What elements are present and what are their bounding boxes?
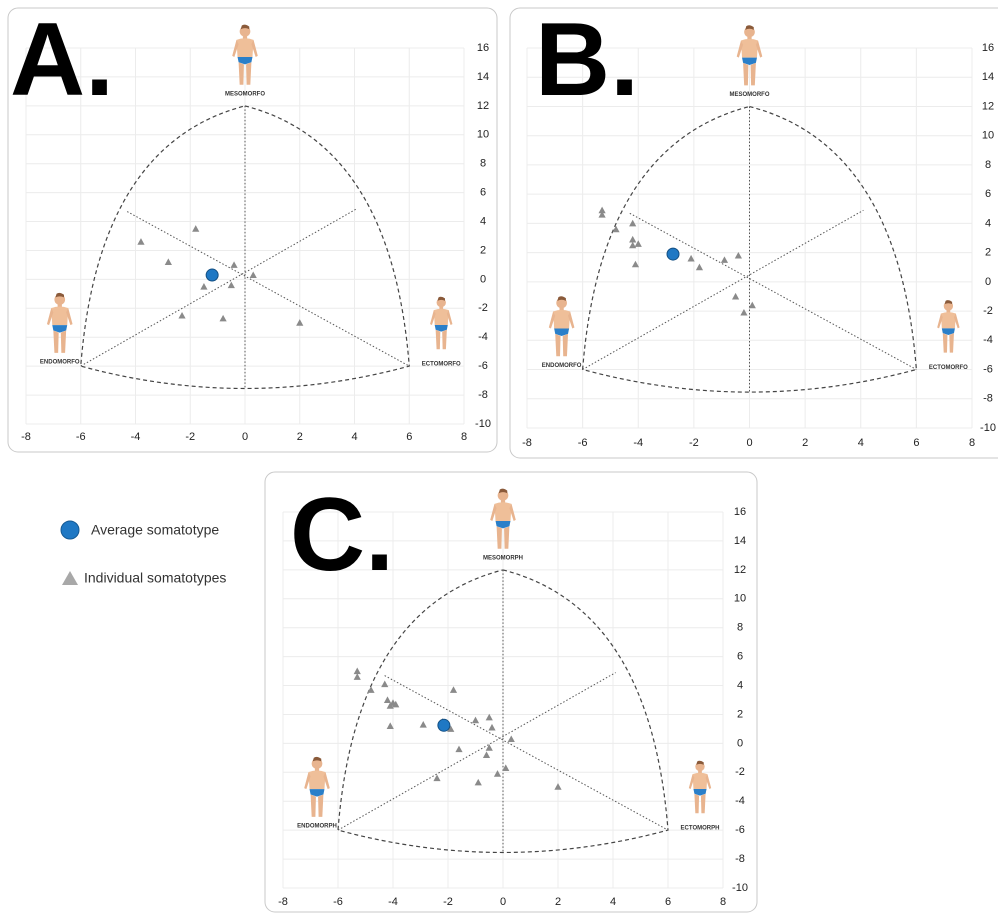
average-point — [438, 719, 450, 731]
x-tick-label: 6 — [913, 437, 919, 449]
x-tick-label: -8 — [278, 896, 288, 908]
y-tick-label: 0 — [480, 273, 486, 285]
y-tick-label: 12 — [734, 564, 746, 576]
x-tick-label: 0 — [242, 431, 248, 443]
y-tick-label: -6 — [983, 363, 993, 375]
legend-swatch — [62, 571, 78, 585]
x-tick-label: -2 — [443, 896, 453, 908]
y-tick-label: -6 — [735, 824, 745, 836]
x-tick-label: 8 — [461, 431, 467, 443]
y-tick-label: -10 — [980, 422, 996, 434]
pole-label: MESOMORPH — [483, 555, 523, 561]
y-tick-label: 8 — [480, 158, 486, 170]
y-tick-label: -2 — [478, 302, 488, 314]
y-tick-label: 6 — [737, 651, 743, 663]
y-tick-label: 0 — [985, 276, 991, 288]
y-tick-label: 14 — [982, 71, 994, 83]
x-tick-label: -4 — [131, 431, 141, 443]
x-tick-label: -8 — [522, 437, 532, 449]
x-tick-label: 4 — [610, 896, 616, 908]
legend-swatch — [61, 521, 79, 539]
legend-label: Average somatotype — [91, 522, 219, 538]
y-tick-label: 0 — [737, 737, 743, 749]
y-tick-label: 10 — [477, 129, 489, 141]
y-tick-label: 14 — [734, 535, 746, 547]
y-tick-label: 8 — [737, 622, 743, 634]
y-tick-label: 2 — [737, 708, 743, 720]
y-tick-label: 6 — [985, 188, 991, 200]
y-tick-label: 14 — [477, 71, 489, 83]
x-tick-label: 8 — [969, 437, 975, 449]
y-tick-label: 2 — [985, 247, 991, 259]
y-tick-label: -8 — [478, 389, 488, 401]
pole-label: ENDOMORPH — [297, 824, 337, 830]
x-tick-label: -6 — [76, 431, 86, 443]
y-tick-label: 16 — [982, 42, 994, 54]
pole-label: MESOMORFO — [730, 92, 770, 98]
y-tick-label: -2 — [983, 305, 993, 317]
x-tick-label: 4 — [351, 431, 357, 443]
y-tick-label: -8 — [735, 853, 745, 865]
y-tick-label: 6 — [480, 187, 486, 199]
x-tick-label: -6 — [578, 437, 588, 449]
panel-letter: A. — [10, 2, 114, 118]
x-tick-label: 2 — [555, 896, 561, 908]
x-tick-label: -8 — [21, 431, 31, 443]
x-tick-label: 0 — [746, 437, 752, 449]
x-tick-label: 4 — [858, 437, 864, 449]
pole-label: ENDOMORFO — [542, 363, 582, 369]
y-tick-label: 10 — [734, 593, 746, 605]
x-tick-label: -2 — [689, 437, 699, 449]
average-point — [206, 269, 218, 281]
y-tick-label: 10 — [982, 130, 994, 142]
y-tick-label: -6 — [478, 360, 488, 372]
panel-letter: C. — [290, 477, 394, 593]
y-tick-label: 16 — [734, 506, 746, 518]
y-tick-label: -4 — [735, 795, 745, 807]
y-tick-label: 2 — [480, 244, 486, 256]
y-tick-label: 12 — [982, 100, 994, 112]
y-tick-label: 8 — [985, 159, 991, 171]
average-point — [667, 248, 679, 260]
legend: Average somatotype Individual somatotype… — [61, 521, 226, 586]
figure: Average somatotype Individual somatotype… — [0, 0, 998, 915]
x-tick-label: -4 — [633, 437, 643, 449]
x-tick-label: 8 — [720, 896, 726, 908]
x-tick-label: 2 — [297, 431, 303, 443]
y-tick-label: -8 — [983, 393, 993, 405]
x-tick-label: 6 — [406, 431, 412, 443]
y-tick-label: -10 — [732, 882, 748, 894]
y-tick-label: 4 — [480, 215, 486, 227]
pole-label: ECTOMORPH — [681, 826, 720, 832]
x-tick-label: 0 — [500, 896, 506, 908]
x-tick-label: 6 — [665, 896, 671, 908]
pole-label: ECTOMORFO — [929, 365, 968, 371]
y-tick-label: -4 — [983, 334, 993, 346]
pole-label: ECTOMORFO — [422, 362, 461, 368]
y-tick-label: 4 — [737, 679, 743, 691]
legend-label: Individual somatotypes — [84, 570, 226, 586]
x-tick-label: -4 — [388, 896, 398, 908]
pole-label: MESOMORFO — [225, 91, 265, 97]
y-tick-label: -4 — [478, 331, 488, 343]
x-tick-label: -2 — [185, 431, 195, 443]
y-tick-label: -10 — [475, 418, 491, 430]
pole-label: ENDOMORFO — [40, 360, 80, 366]
y-tick-label: 16 — [477, 42, 489, 54]
x-tick-label: 2 — [802, 437, 808, 449]
page: {"chart_data": [ {"type": "scatter", "ti… — [0, 0, 998, 915]
panel-letter: B. — [535, 2, 639, 118]
x-tick-label: -6 — [333, 896, 343, 908]
y-tick-label: 4 — [985, 217, 991, 229]
y-tick-label: -2 — [735, 766, 745, 778]
y-tick-label: 12 — [477, 100, 489, 112]
